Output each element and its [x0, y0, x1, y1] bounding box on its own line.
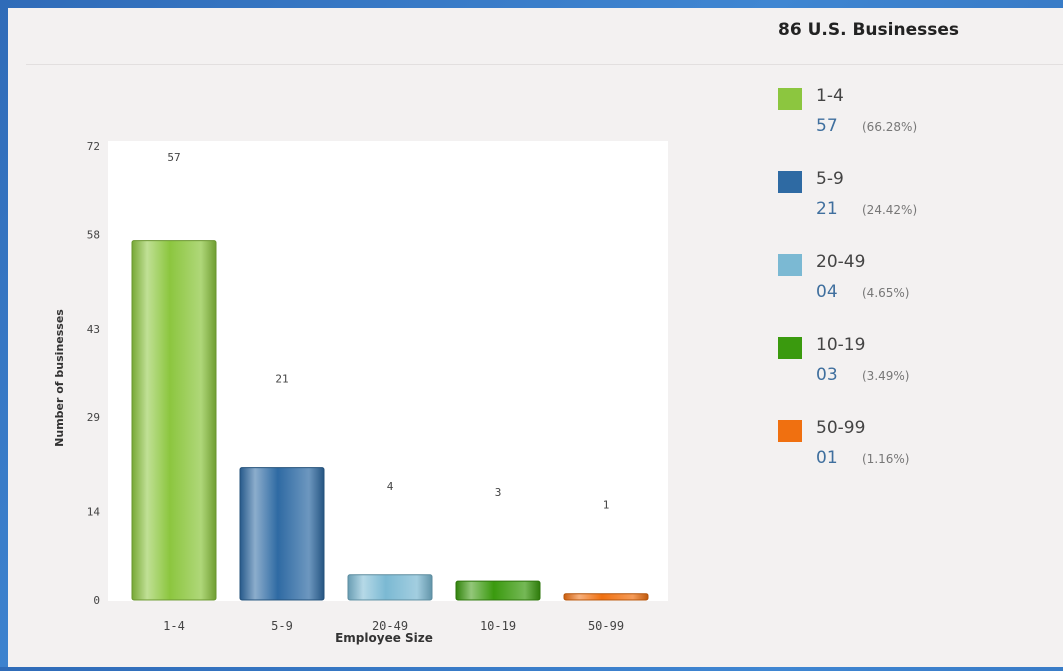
legend-percent: (24.42%) — [862, 203, 918, 217]
legend-label: 50-99 — [816, 418, 866, 438]
y-tick-label: 29 — [87, 411, 100, 424]
bar-value-label: 57 — [167, 151, 180, 164]
legend-count: 03 — [816, 365, 838, 385]
bar-10-19[interactable] — [455, 580, 541, 601]
y-tick-label: 0 — [93, 594, 100, 607]
x-tick-label: 50-99 — [588, 619, 624, 633]
bar-chart: 0 14 29 43 58 72 1-4 5-9 20-49 10-19 50-99 57 21 4 3… — [8, 8, 708, 667]
legend-percent: (66.28%) — [862, 120, 918, 134]
bar-value-label: 21 — [275, 373, 288, 386]
x-axis-title: Employee Size — [335, 631, 433, 645]
x-tick-label: 5-9 — [271, 619, 293, 633]
bar-50-99[interactable] — [563, 593, 649, 601]
legend-percent: (4.65%) — [862, 286, 910, 300]
bar-1-4[interactable] — [131, 240, 217, 601]
legend-count: 01 — [816, 448, 838, 468]
y-tick-label: 14 — [87, 506, 101, 519]
legend-count: 57 — [816, 116, 838, 136]
legend-label: 10-19 — [816, 335, 866, 355]
legend-swatch — [778, 254, 802, 276]
y-tick-label: 43 — [87, 323, 100, 336]
bar-value-label: 4 — [387, 480, 394, 493]
legend-swatch — [778, 420, 802, 442]
legend-label: 20-49 — [816, 252, 866, 272]
y-axis-title: Number of businesses — [53, 309, 66, 447]
legend-percent: (1.16%) — [862, 452, 910, 466]
y-tick-label: 58 — [87, 228, 100, 241]
legend-swatch — [778, 337, 802, 359]
x-tick-label: 10-19 — [480, 619, 516, 633]
bar-value-label: 1 — [603, 499, 610, 512]
x-tick-label: 20-49 — [372, 619, 408, 633]
report-panel: 86 U.S. Businesses 0 14 29 43 58 72 1-4 5-9 20-… — [8, 8, 1063, 667]
header-divider — [26, 64, 1063, 65]
y-tick-label: 72 — [87, 140, 100, 153]
bar-20-49[interactable] — [347, 574, 433, 601]
legend-count: 21 — [816, 199, 838, 219]
legend-percent: (3.49%) — [862, 369, 910, 383]
legend-label: 5-9 — [816, 169, 844, 189]
legend-count: 04 — [816, 282, 838, 302]
x-tick-label: 1-4 — [163, 619, 185, 633]
bar-value-label: 3 — [495, 486, 502, 499]
summary-title: 86 U.S. Businesses — [778, 20, 959, 40]
legend-swatch — [778, 171, 802, 193]
bar-5-9[interactable] — [239, 467, 325, 601]
legend-label: 1-4 — [816, 86, 844, 106]
legend-swatch — [778, 88, 802, 110]
